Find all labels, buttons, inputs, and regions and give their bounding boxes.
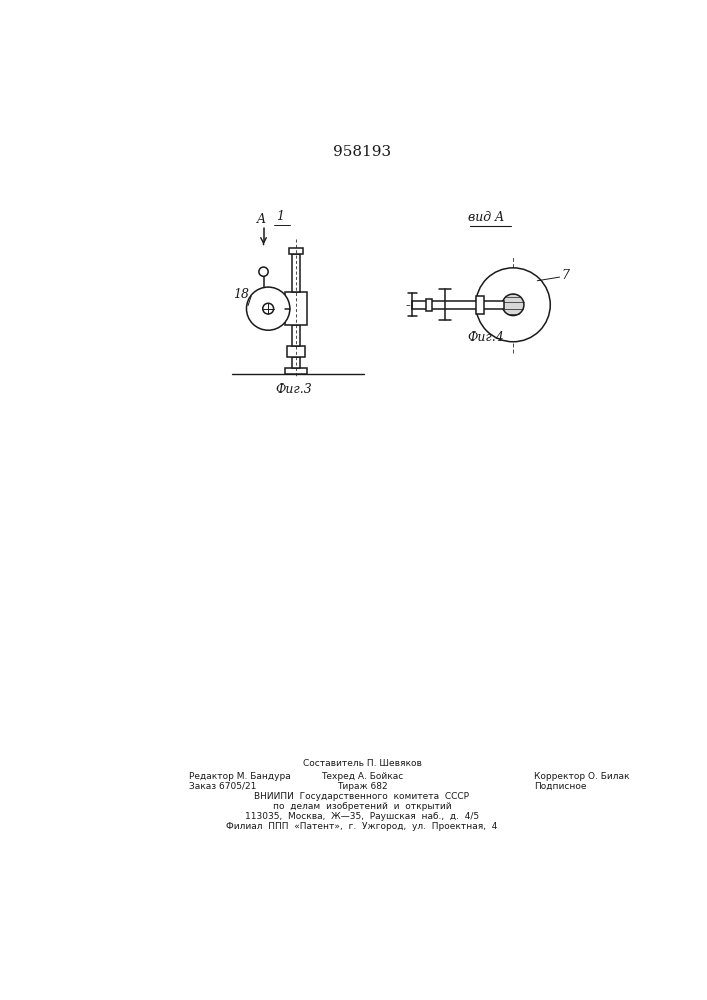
Bar xyxy=(292,325,300,346)
Text: Фиг.3: Фиг.3 xyxy=(275,383,312,396)
Text: Составитель П. Шевяков: Составитель П. Шевяков xyxy=(303,759,421,768)
Bar xyxy=(292,357,300,368)
Bar xyxy=(285,292,307,325)
Text: 113035,  Москва,  Ж—35,  Раушская  наб.,  д.  4/5: 113035, Москва, Ж—35, Раушская наб., д. … xyxy=(245,812,479,821)
Bar xyxy=(287,346,305,357)
Text: Корректор О. Билак: Корректор О. Билак xyxy=(534,772,629,781)
Text: по  делам  изобретений  и  открытий: по делам изобретений и открытий xyxy=(273,802,451,811)
Text: вид A: вид A xyxy=(468,211,504,224)
Text: ВНИИПИ  Государственного  комитета  СССР: ВНИИПИ Государственного комитета СССР xyxy=(255,792,469,801)
Text: Техред А. Бойкас: Техред А. Бойкас xyxy=(321,772,403,781)
Text: Фиг.4: Фиг.4 xyxy=(467,331,504,344)
Circle shape xyxy=(476,268,550,342)
Bar xyxy=(426,299,433,311)
Bar xyxy=(412,301,504,309)
Text: Филиал  ППП  «Патент»,  г.  Ужгород,  ул.  Проектная,  4: Филиал ППП «Патент», г. Ужгород, ул. Про… xyxy=(226,822,498,831)
Text: 1: 1 xyxy=(276,210,285,223)
Circle shape xyxy=(247,287,290,330)
Text: Подписное: Подписное xyxy=(534,782,587,791)
Bar xyxy=(476,296,484,314)
Text: A: A xyxy=(257,213,266,226)
Circle shape xyxy=(259,267,268,276)
Text: Заказ 6705/21: Заказ 6705/21 xyxy=(189,782,257,791)
Bar xyxy=(285,368,307,374)
Text: 18: 18 xyxy=(233,288,250,301)
Circle shape xyxy=(263,303,274,314)
Text: 7: 7 xyxy=(561,269,569,282)
Bar xyxy=(292,254,300,292)
Text: 958193: 958193 xyxy=(333,145,391,159)
Text: Тираж 682: Тираж 682 xyxy=(337,782,387,791)
Bar xyxy=(289,248,303,254)
Circle shape xyxy=(502,294,524,316)
Text: Редактор М. Бандура: Редактор М. Бандура xyxy=(189,772,291,781)
